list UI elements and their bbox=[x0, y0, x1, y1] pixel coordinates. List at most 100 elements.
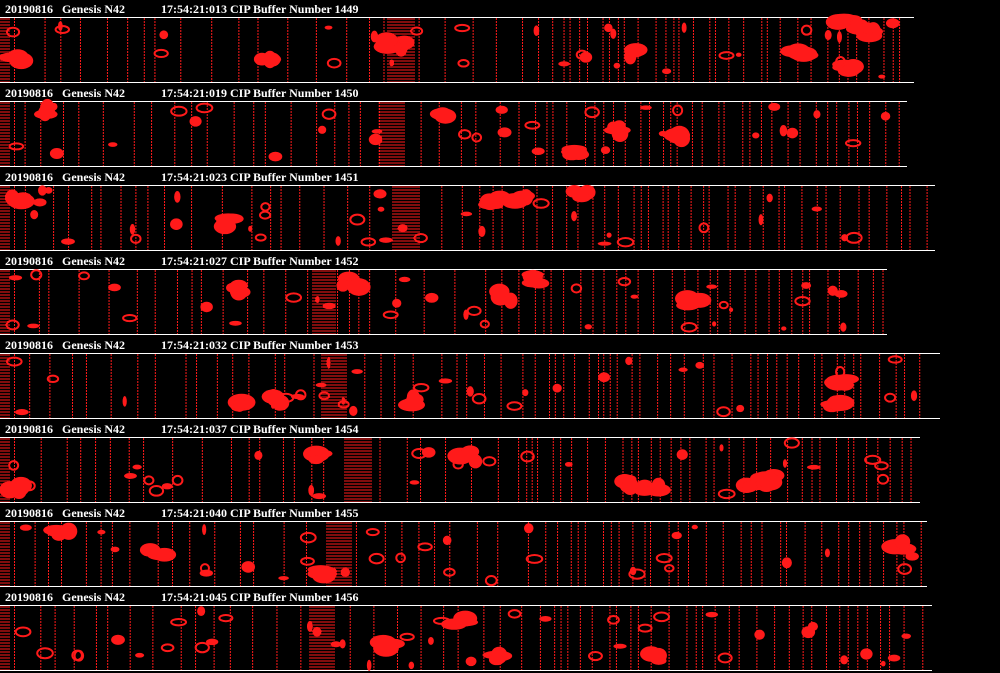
particle bbox=[315, 382, 327, 388]
particle bbox=[676, 449, 688, 460]
particle bbox=[229, 320, 242, 326]
particle-ring bbox=[8, 142, 25, 151]
particle bbox=[613, 643, 627, 649]
particle bbox=[33, 198, 47, 207]
particle-ring bbox=[285, 292, 303, 303]
buffer-panel: 20190816 Genesis N42 17:54:21:027 CIP Buff… bbox=[0, 254, 887, 335]
particle bbox=[122, 396, 127, 407]
particle-large bbox=[568, 149, 590, 161]
particle-ring bbox=[160, 643, 175, 653]
particle bbox=[312, 493, 327, 500]
particle-ring bbox=[417, 542, 433, 552]
particle bbox=[397, 224, 408, 233]
particle-ring bbox=[457, 59, 470, 68]
particle-large bbox=[651, 477, 666, 493]
particle bbox=[613, 62, 621, 69]
particle bbox=[312, 626, 322, 637]
particle bbox=[44, 187, 53, 194]
particle bbox=[241, 561, 256, 573]
particle bbox=[840, 322, 847, 332]
buffer-aircraft: Genesis N42 bbox=[62, 254, 125, 268]
particle bbox=[392, 298, 402, 308]
particle bbox=[332, 567, 337, 579]
particle bbox=[752, 132, 760, 139]
particle-ring bbox=[454, 23, 471, 33]
particle bbox=[691, 524, 698, 530]
particle bbox=[786, 127, 799, 139]
particle-ring bbox=[258, 210, 272, 220]
particle bbox=[460, 211, 473, 217]
particle-ring bbox=[195, 102, 214, 114]
particle bbox=[625, 356, 633, 366]
particle bbox=[523, 523, 534, 534]
particle-ring bbox=[507, 609, 522, 619]
particle-ring bbox=[148, 485, 165, 497]
particle-ring bbox=[452, 459, 464, 470]
particle-ring bbox=[299, 531, 317, 544]
particle bbox=[197, 606, 206, 617]
buffer-time: 17:54:21:023 CIP Buffer Number 1451 bbox=[161, 170, 359, 184]
particle-large bbox=[14, 192, 32, 202]
particle bbox=[706, 284, 718, 289]
particle-ring bbox=[300, 556, 315, 566]
particle bbox=[552, 383, 562, 393]
particle bbox=[533, 25, 540, 37]
particle bbox=[558, 61, 570, 67]
particle bbox=[497, 127, 512, 138]
particle bbox=[324, 25, 333, 30]
particle bbox=[522, 389, 529, 397]
particle-large bbox=[825, 14, 851, 30]
particle bbox=[351, 369, 363, 374]
particle-ring bbox=[8, 460, 20, 471]
particle-ring bbox=[458, 129, 472, 140]
particle-large bbox=[672, 129, 691, 148]
particle bbox=[409, 480, 420, 485]
particle bbox=[885, 18, 900, 29]
particle bbox=[318, 125, 327, 134]
particle bbox=[463, 309, 469, 320]
particle bbox=[268, 151, 283, 162]
particle bbox=[368, 133, 383, 146]
particle-large bbox=[674, 290, 700, 308]
particle bbox=[571, 210, 577, 222]
particle bbox=[97, 529, 106, 535]
particle bbox=[278, 576, 289, 581]
particle-ring bbox=[570, 283, 583, 294]
particle-ring bbox=[5, 356, 23, 367]
particle bbox=[579, 51, 593, 63]
particle bbox=[161, 483, 173, 490]
particle-ring bbox=[368, 552, 385, 565]
particle bbox=[712, 321, 717, 327]
particle bbox=[887, 654, 901, 662]
particle-large bbox=[307, 565, 334, 575]
particle bbox=[671, 531, 682, 540]
particle bbox=[19, 524, 32, 531]
particle bbox=[640, 105, 652, 110]
particle-ring bbox=[71, 649, 83, 661]
particle bbox=[834, 290, 848, 298]
particle-large bbox=[383, 638, 405, 649]
particle bbox=[202, 524, 207, 536]
particle-ring bbox=[14, 626, 32, 638]
buffer-aircraft: Genesis N42 bbox=[62, 506, 125, 520]
buffer-panel: 20190816 Genesis N42 17:54:21:019 CIP Buff… bbox=[0, 86, 907, 167]
particle bbox=[322, 302, 336, 310]
particle bbox=[398, 276, 411, 283]
particle bbox=[806, 464, 821, 470]
particle-large bbox=[374, 32, 399, 49]
particle-ring bbox=[532, 198, 550, 209]
particle-large bbox=[824, 374, 851, 391]
particle-large bbox=[308, 455, 324, 465]
particle bbox=[878, 74, 886, 79]
particle bbox=[754, 629, 765, 640]
particle-ring bbox=[672, 104, 684, 117]
particle-ring bbox=[5, 26, 21, 38]
particle-large bbox=[429, 108, 450, 120]
buffer-time: 17:54:21:032 CIP Buffer Number 1453 bbox=[161, 338, 359, 352]
particle-ring bbox=[874, 461, 889, 471]
particle-large bbox=[397, 398, 426, 412]
particle-large bbox=[634, 486, 655, 496]
particle bbox=[901, 633, 911, 639]
particle bbox=[807, 621, 818, 631]
particle bbox=[766, 193, 773, 203]
